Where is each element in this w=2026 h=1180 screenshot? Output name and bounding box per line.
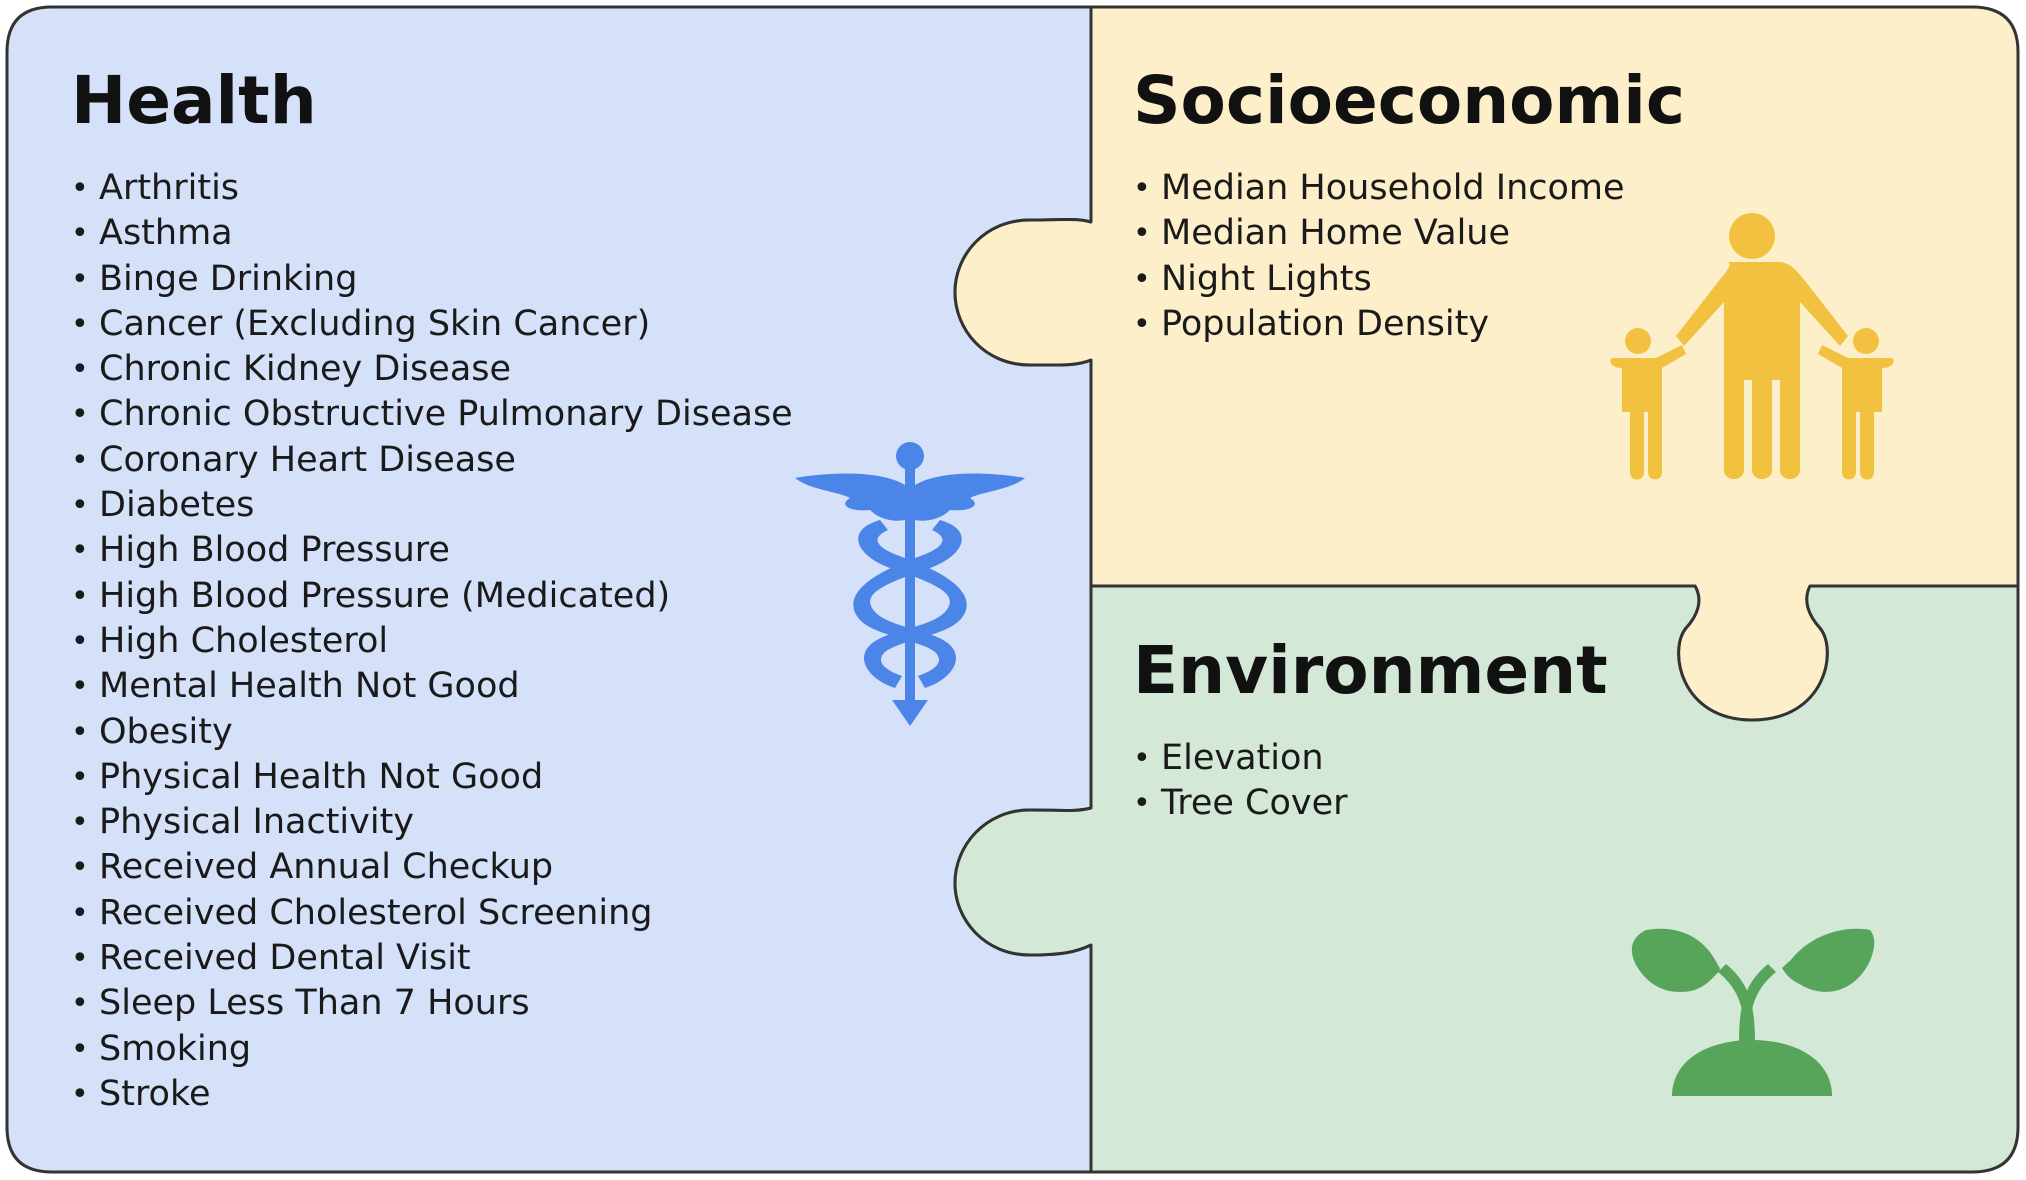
health-list-item: Cancer (Excluding Skin Cancer) [71, 302, 793, 348]
socioeconomic-list-item: Night Lights [1133, 257, 1625, 303]
health-list-item: Received Annual Checkup [71, 845, 793, 891]
environment-title: Environment [1133, 632, 1608, 709]
caduceus-icon [795, 442, 1025, 726]
health-list-item: Obesity [71, 710, 793, 756]
health-list-item: Coronary Heart Disease [71, 438, 793, 484]
health-list-item: Mental Health Not Good [71, 664, 793, 710]
environment-list-item: Elevation [1133, 736, 1348, 782]
health-list-item: Chronic Obstructive Pulmonary Disease [71, 392, 793, 438]
health-list-item: Asthma [71, 211, 793, 257]
health-variable-list: ArthritisAsthmaBinge DrinkingCancer (Exc… [71, 166, 793, 1118]
health-list-item: High Cholesterol [71, 619, 793, 665]
health-list-item: Chronic Kidney Disease [71, 347, 793, 393]
socioeconomic-title: Socioeconomic [1133, 62, 1686, 139]
socioeconomic-list-item: Median Household Income [1133, 166, 1625, 212]
health-list-item: Physical Inactivity [71, 800, 793, 846]
health-list-item: Received Dental Visit [71, 936, 793, 982]
socioeconomic-variable-list: Median Household IncomeMedian Home Value… [1133, 166, 1625, 347]
socioeconomic-list-item: Population Density [1133, 302, 1625, 348]
health-list-item: Diabetes [71, 483, 793, 529]
environment-variable-list: ElevationTree Cover [1133, 736, 1348, 827]
socioeconomic-list-item: Median Home Value [1133, 211, 1625, 257]
family-icon [1610, 213, 1894, 480]
health-list-item: Stroke [71, 1072, 793, 1118]
health-list-item: Physical Health Not Good [71, 755, 793, 801]
health-list-item: Arthritis [71, 166, 793, 212]
environment-list-item: Tree Cover [1133, 781, 1348, 827]
health-list-item: Sleep Less Than 7 Hours [71, 981, 793, 1027]
health-list-item: Binge Drinking [71, 257, 793, 303]
sprout-icon [1631, 928, 1875, 1096]
health-list-item: High Blood Pressure (Medicated) [71, 574, 793, 620]
health-title: Health [71, 62, 317, 139]
health-list-item: High Blood Pressure [71, 528, 793, 574]
health-list-item: Smoking [71, 1027, 793, 1073]
health-list-item: Received Cholesterol Screening [71, 891, 793, 937]
